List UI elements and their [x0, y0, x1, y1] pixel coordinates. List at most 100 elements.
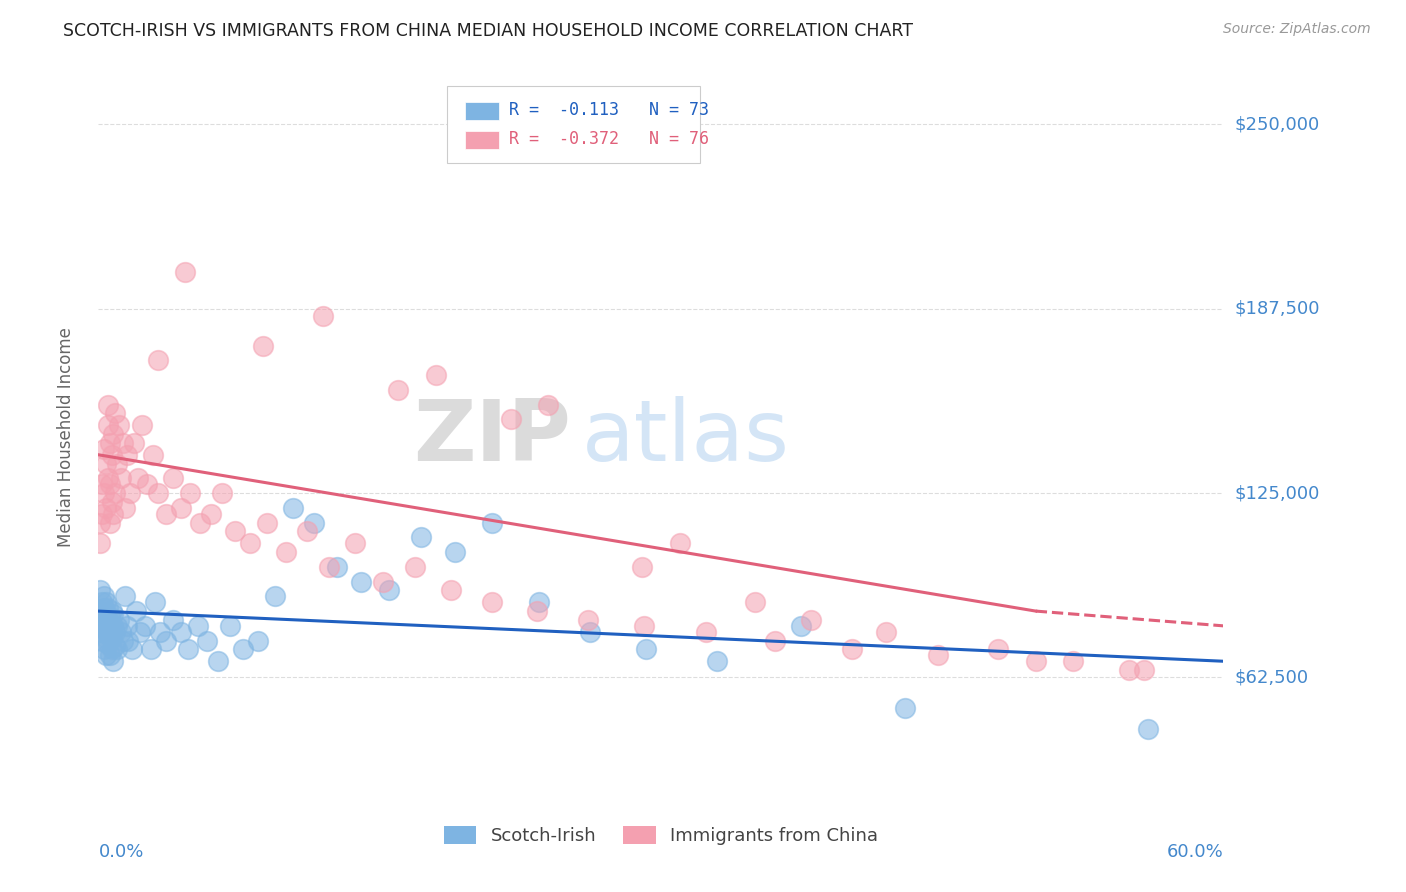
Point [893, 701, 915, 715]
Point [104, 486, 127, 500]
Point [318, 559, 340, 574]
Point [443, 545, 465, 559]
Point [312, 309, 335, 323]
Point [108, 613, 131, 627]
Point [93, 590, 115, 604]
Point [94, 607, 117, 621]
Point [274, 545, 297, 559]
Point [177, 642, 200, 657]
Point [91, 507, 114, 521]
Point [120, 486, 142, 500]
Point [1062, 654, 1084, 668]
Point [104, 640, 127, 654]
Point [100, 495, 122, 509]
Text: ZIP: ZIP [413, 395, 571, 479]
Point [987, 642, 1010, 657]
Point [148, 486, 170, 500]
Point [537, 398, 560, 412]
Point [105, 457, 128, 471]
Point [97, 636, 120, 650]
Point [122, 436, 145, 450]
Point [170, 624, 193, 639]
Point [94, 648, 117, 663]
Point [91, 477, 114, 491]
Point [131, 418, 153, 433]
Point [378, 583, 401, 598]
Point [404, 559, 426, 574]
Point [97, 613, 120, 627]
Point [94, 457, 117, 471]
Point [211, 486, 233, 500]
Point [89, 619, 111, 633]
Point [155, 633, 177, 648]
Point [100, 604, 122, 618]
Point [91, 633, 114, 648]
Point [246, 633, 269, 648]
Point [136, 477, 159, 491]
Point [111, 436, 134, 450]
Point [207, 654, 229, 668]
Point [344, 536, 367, 550]
Point [117, 633, 139, 648]
Point [142, 448, 165, 462]
Point [98, 436, 121, 450]
Point [1137, 722, 1160, 736]
Point [125, 604, 148, 618]
Point [94, 631, 117, 645]
Point [93, 610, 115, 624]
Point [104, 407, 127, 421]
Point [91, 595, 114, 609]
Point [763, 633, 786, 648]
Point [232, 642, 254, 657]
Point [576, 613, 599, 627]
Point [103, 654, 125, 668]
Point [149, 624, 172, 639]
Point [499, 412, 522, 426]
Point [170, 500, 193, 515]
Point [103, 619, 125, 633]
Point [127, 471, 149, 485]
Point [875, 624, 897, 639]
Point [104, 624, 127, 639]
Text: $250,000: $250,000 [1234, 115, 1320, 134]
Point [325, 559, 347, 574]
Point [224, 524, 246, 539]
Point [94, 500, 117, 515]
Point [387, 383, 409, 397]
Point [527, 595, 550, 609]
Point [134, 619, 156, 633]
Point [110, 624, 132, 639]
FancyBboxPatch shape [447, 86, 700, 163]
Point [97, 418, 120, 433]
Text: R =  -0.372   N = 76: R = -0.372 N = 76 [509, 130, 709, 148]
Text: $62,500: $62,500 [1234, 668, 1309, 687]
Point [89, 583, 111, 598]
Point [103, 607, 125, 621]
Point [89, 536, 111, 550]
Point [631, 559, 654, 574]
Point [633, 619, 655, 633]
Point [173, 265, 195, 279]
Text: SCOTCH-IRISH VS IMMIGRANTS FROM CHINA MEDIAN HOUSEHOLD INCOME CORRELATION CHART: SCOTCH-IRISH VS IMMIGRANTS FROM CHINA ME… [63, 22, 914, 40]
Point [128, 624, 150, 639]
Point [634, 642, 657, 657]
Point [744, 595, 766, 609]
Point [115, 448, 138, 462]
Point [93, 442, 115, 456]
Point [89, 604, 111, 618]
Point [93, 622, 115, 636]
Point [1133, 663, 1156, 677]
Point [121, 642, 143, 657]
Point [481, 516, 503, 530]
Text: atlas: atlas [582, 395, 790, 479]
Point [1118, 663, 1140, 677]
Point [695, 624, 717, 639]
Point [252, 339, 274, 353]
Text: 60.0%: 60.0% [1167, 843, 1223, 861]
Text: 0.0%: 0.0% [98, 843, 143, 861]
Point [162, 613, 184, 627]
Point [440, 583, 463, 598]
Point [187, 619, 209, 633]
Point [91, 613, 114, 627]
Point [179, 486, 201, 500]
